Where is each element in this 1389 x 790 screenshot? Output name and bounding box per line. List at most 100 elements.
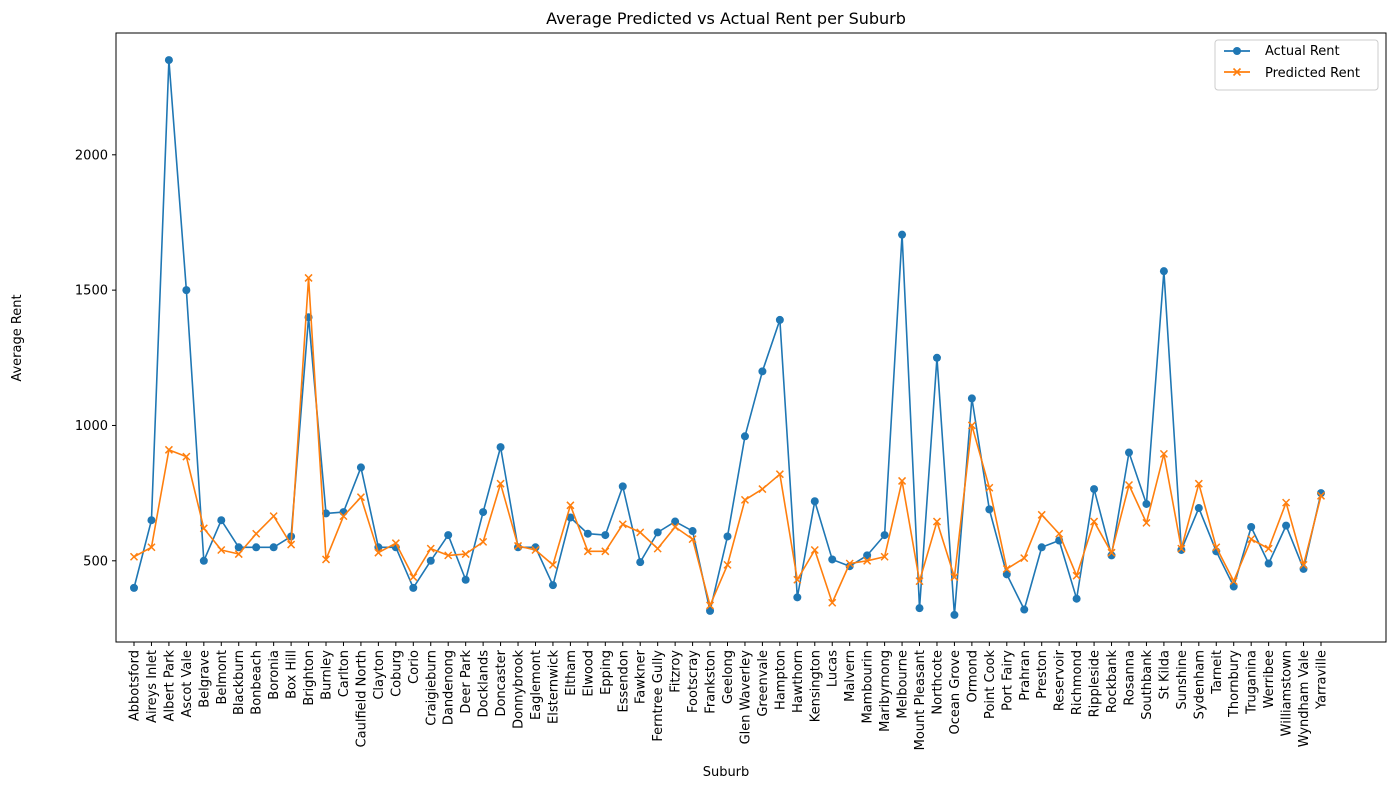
data-point	[1299, 560, 1308, 569]
data-point	[444, 531, 453, 540]
data-point	[461, 550, 470, 559]
data-point	[915, 577, 924, 586]
x-tick-label: Corio	[407, 650, 422, 684]
plot-marks	[129, 56, 1326, 619]
data-point	[828, 555, 837, 564]
data-point	[706, 606, 715, 615]
x-tick-label: Sydenham	[1192, 650, 1207, 719]
data-point	[1037, 510, 1046, 519]
data-point	[129, 552, 139, 561]
data-point	[164, 56, 173, 65]
axes: 500 1000 1500 2000 Abbotsford Aireys Inlet Alb…	[75, 148, 1330, 750]
x-tick-label: Fawkner	[634, 649, 649, 704]
data-point	[985, 483, 994, 492]
data-point	[1299, 564, 1308, 573]
x-tick-label: Malvern	[843, 650, 858, 702]
legend-predicted-label: Predicted Rent	[1265, 66, 1360, 81]
data-point	[967, 394, 976, 403]
x-tick-label: Donnybrook	[512, 650, 527, 729]
data-point	[1142, 518, 1151, 527]
x-tick-label: Burnley	[320, 650, 335, 700]
data-point	[444, 551, 453, 560]
data-point	[583, 547, 592, 556]
x-tick-label: Tarneit	[1210, 650, 1225, 695]
y-tick-label: 2000	[75, 148, 108, 163]
x-tick-label: Rosanna	[1122, 650, 1137, 706]
data-point	[252, 543, 261, 552]
x-tick-label: Eaglemont	[529, 650, 544, 720]
x-tick-label: Albert Park	[162, 650, 177, 722]
x-tick-label: Thornbury	[1227, 650, 1242, 718]
data-point	[740, 495, 749, 504]
x-tick-label: Greenvale	[756, 650, 771, 717]
x-tick-label: Truganina	[1245, 650, 1260, 715]
data-point	[287, 540, 296, 549]
x-tick-label: Elwood	[581, 650, 596, 697]
data-point	[985, 505, 994, 514]
data-point	[252, 529, 261, 538]
chart-title: Average Predicted vs Actual Rent per Sub…	[546, 9, 906, 28]
data-point	[1020, 554, 1029, 563]
data-point	[147, 516, 156, 525]
data-point	[706, 601, 715, 610]
x-tick-label: Deer Park	[459, 650, 474, 714]
data-point	[1282, 521, 1291, 530]
x-tick-label: Rippleside	[1088, 650, 1103, 717]
x-tick-label: Fitzroy	[669, 650, 684, 693]
data-point	[1142, 499, 1151, 508]
data-point	[234, 543, 243, 552]
data-point	[1317, 489, 1325, 498]
data-point	[601, 547, 610, 556]
data-point	[636, 558, 645, 567]
data-point	[1229, 577, 1238, 586]
data-point	[234, 550, 243, 559]
x-tick-label: Melbourne	[896, 650, 911, 719]
data-point	[513, 541, 523, 550]
data-point	[915, 604, 924, 613]
data-point	[1159, 449, 1168, 458]
series-actual-rent	[130, 56, 1325, 619]
data-point	[339, 512, 348, 521]
data-point	[182, 452, 191, 461]
x-tick-label: Epping	[599, 650, 614, 695]
x-tick-label: Belmont	[215, 650, 230, 704]
data-point	[758, 485, 767, 494]
data-point	[1090, 517, 1099, 526]
legend-box	[1214, 39, 1379, 91]
x-tick-label: Port Fairy	[1000, 650, 1015, 711]
data-point	[130, 583, 138, 592]
y-tick-label: 1500	[75, 284, 108, 299]
x-tick-label: Dandenong	[442, 650, 457, 725]
x-tick-label: Eltham	[564, 650, 579, 696]
x-tick-label: Richmond	[1070, 650, 1085, 715]
data-point	[1124, 448, 1133, 457]
x-tick-label: Blackburn	[232, 650, 247, 715]
y-tick-label: 500	[83, 554, 108, 569]
data-point	[566, 501, 575, 510]
data-point	[1177, 545, 1186, 554]
x-tick-label: Lucas	[826, 650, 841, 687]
x-tick-label: Ferntree Gully	[651, 650, 666, 742]
data-point	[1264, 559, 1273, 568]
series-line	[133, 277, 1322, 607]
data-point	[1072, 571, 1081, 580]
data-point	[304, 273, 313, 282]
data-point	[461, 575, 470, 584]
x-tick-label: Essendon	[616, 650, 631, 712]
data-point	[199, 556, 208, 565]
data-point	[1229, 582, 1238, 591]
data-point	[653, 528, 662, 537]
data-point	[636, 528, 645, 537]
x-tick-label: Northcote	[930, 650, 945, 715]
data-point	[1264, 544, 1273, 553]
data-point	[1124, 480, 1134, 490]
x-tick-label: Craigieburn	[424, 650, 439, 726]
data-point	[409, 573, 418, 582]
x-tick-label: Frankston	[704, 650, 719, 714]
x-tick-label: Reservoir	[1053, 649, 1068, 711]
x-tick-label: Rockbank	[1105, 650, 1120, 714]
x-tick-label: Glen Waverley	[738, 650, 753, 745]
data-point	[1107, 548, 1116, 557]
data-point	[1194, 479, 1203, 488]
